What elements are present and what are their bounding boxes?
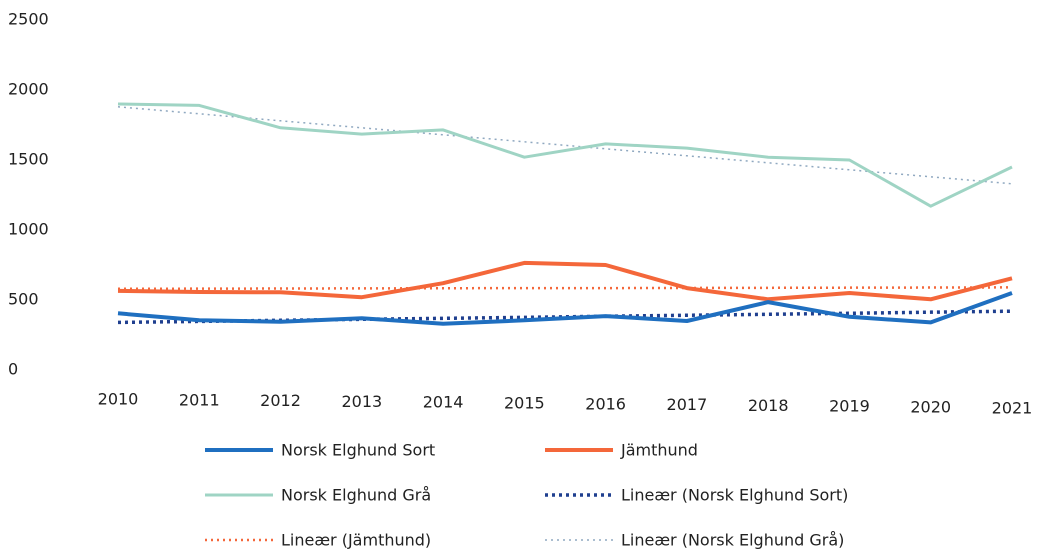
x-tick-label: 2012	[260, 391, 301, 410]
y-tick-label: 2500	[8, 10, 49, 29]
series-line	[117, 286, 1013, 291]
x-tick-label: 2018	[748, 396, 789, 415]
legend-label: Jämthund	[620, 441, 698, 460]
x-tick-label: 2019	[829, 397, 870, 416]
series-line	[117, 291, 1013, 326]
y-tick-label: 500	[8, 290, 39, 309]
x-tick-label: 2021	[992, 398, 1033, 417]
y-tick-label: 2000	[8, 80, 49, 99]
x-tick-label: 2017	[667, 395, 708, 414]
legend-label: Norsk Elghund Sort	[281, 441, 435, 460]
series-line	[117, 106, 1013, 185]
x-tick-label: 2020	[910, 398, 951, 417]
x-tick-label: 2013	[341, 392, 382, 411]
x-tick-label: 2015	[504, 394, 545, 413]
y-tick-label: 1500	[8, 150, 49, 169]
y-tick-label: 1000	[8, 220, 49, 239]
series-line	[117, 260, 1013, 302]
legend-label: Lineær (Norsk Elghund Grå)	[621, 531, 844, 550]
series-line	[117, 102, 1013, 208]
x-tick-label: 2011	[179, 390, 220, 409]
x-tick-label: 2014	[423, 393, 464, 412]
x-tick-label: 2016	[585, 394, 626, 413]
y-tick-label: 0	[8, 360, 18, 379]
legend-label: Lineær (Jämthund)	[281, 531, 431, 550]
legend-label: Norsk Elghund Grå	[281, 486, 431, 505]
legend-label: Lineær (Norsk Elghund Sort)	[621, 486, 848, 505]
x-tick-label: 2010	[98, 390, 139, 409]
